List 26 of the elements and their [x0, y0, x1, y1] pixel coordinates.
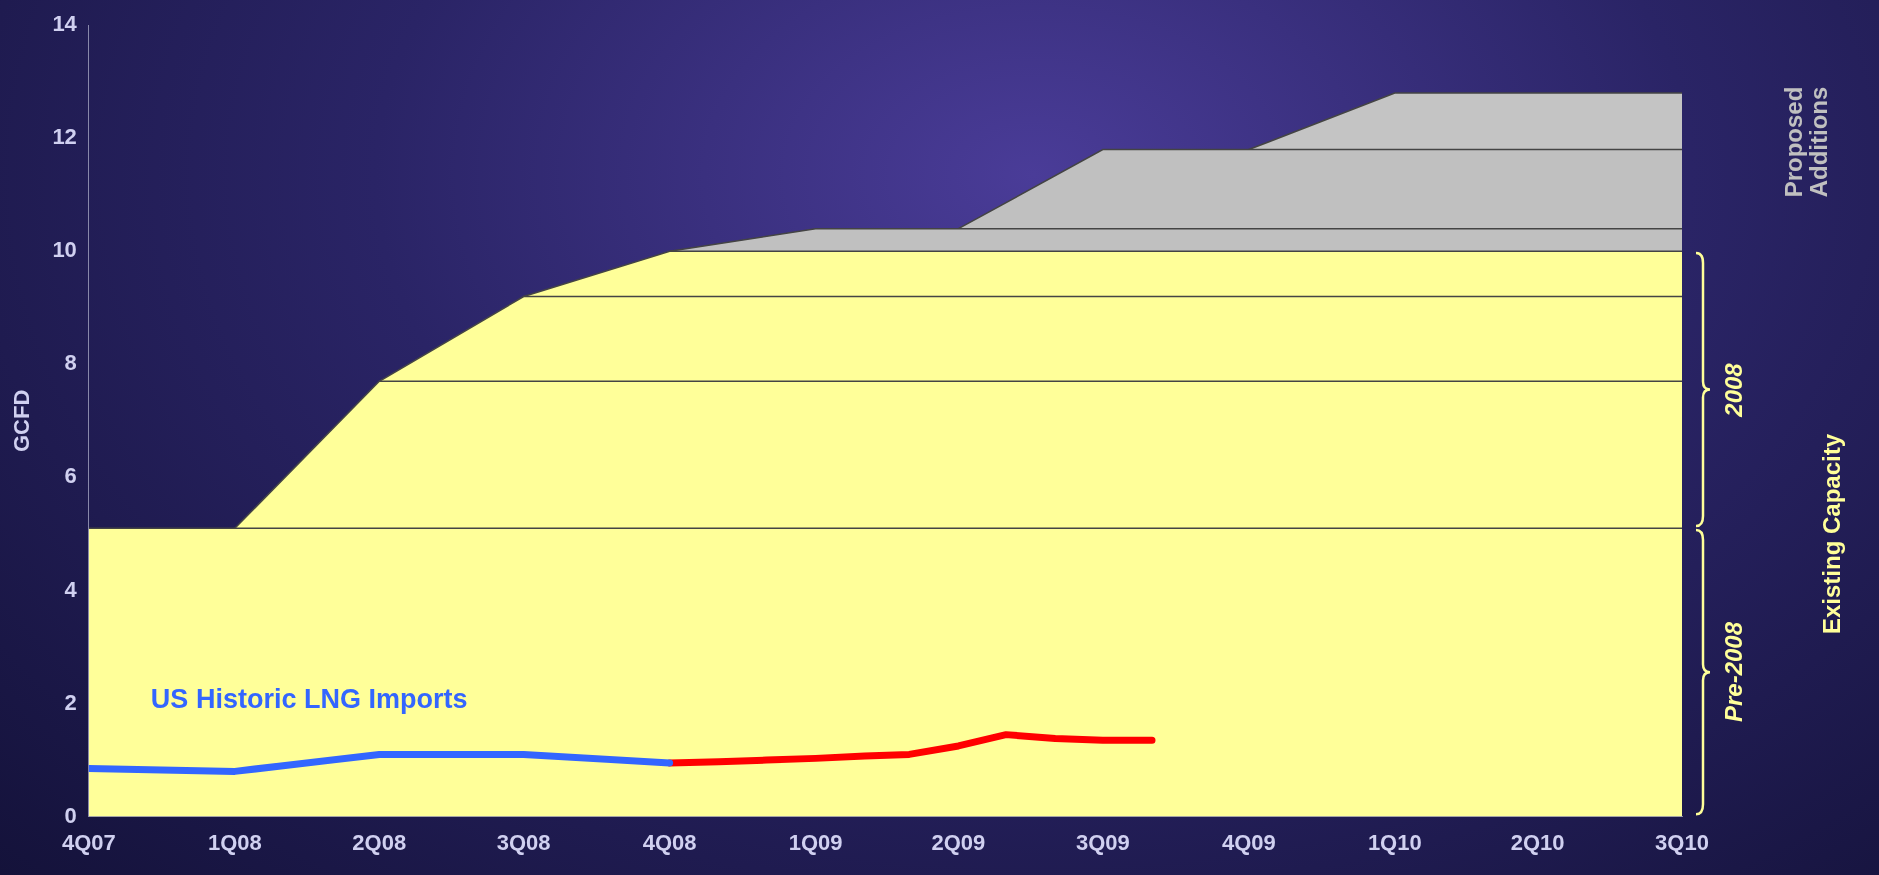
x-tick-label: 4Q08 — [642, 829, 697, 855]
y-tick-label: 8 — [64, 350, 77, 376]
y-tick-label: 6 — [64, 463, 77, 489]
x-tick-label: 3Q09 — [1075, 829, 1130, 855]
y-tick-label: 2 — [64, 689, 77, 715]
x-tick-label: 2Q09 — [931, 829, 986, 855]
x-tick-label: 3Q08 — [496, 829, 551, 855]
x-tick-label: 3Q10 — [1655, 829, 1709, 855]
y-tick-label: 10 — [52, 237, 77, 263]
x-tick-label: 4Q09 — [1221, 829, 1276, 855]
y-tick-label: 0 — [64, 802, 77, 828]
series-label: US Historic LNG Imports — [150, 684, 468, 715]
y-tick-label: 4 — [64, 576, 78, 602]
x-tick-label: 2Q08 — [352, 829, 407, 855]
x-tick-label: 2Q10 — [1510, 829, 1565, 855]
x-tick-label: 1Q08 — [207, 829, 262, 855]
x-tick-label: 1Q10 — [1367, 829, 1422, 855]
y-tick-label: 14 — [52, 11, 78, 37]
text: Existing Capacity — [1818, 432, 1846, 636]
text: 2008 — [1720, 362, 1748, 420]
text: Proposed Additions — [1779, 85, 1832, 200]
y-tick-label: 12 — [52, 124, 77, 150]
x-tick-label: 1Q09 — [788, 829, 843, 855]
x-tick-label: 4Q07 — [61, 829, 116, 855]
text: Pre-2008 — [1720, 621, 1748, 725]
y-axis-title: GCFD — [9, 389, 35, 453]
